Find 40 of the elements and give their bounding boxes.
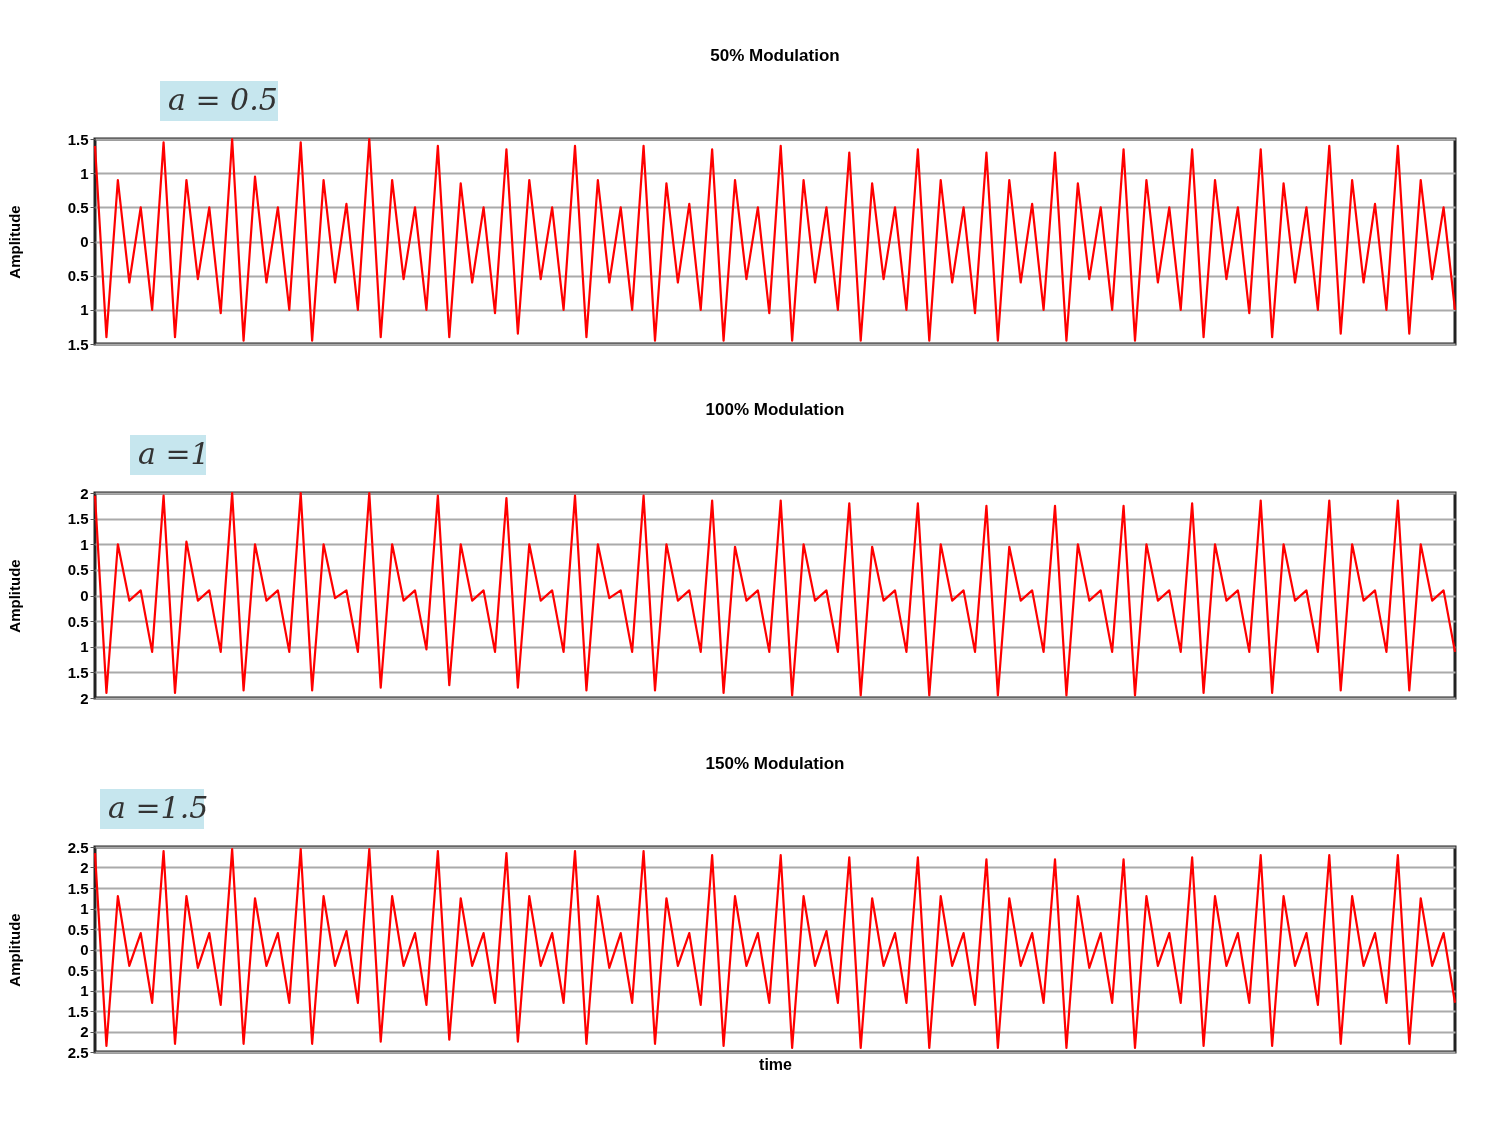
y-tick-label: 1 [80,900,89,917]
y-tick-label: 0 [80,941,89,958]
y-tick-label: 1.5 [67,510,89,528]
y-tick-label: 2 [80,689,89,707]
y-axis-title: Amplitude [5,913,23,987]
y-tick-label: 0.5 [67,612,89,630]
x-axis-title: time [759,1055,793,1073]
y-tick-label: 2.5 [67,1043,89,1061]
line-series [93,847,1457,1049]
y-tick-label: 2 [80,859,89,876]
y-tick-label: 2 [80,1023,89,1040]
y-tick-label: 0.5 [67,961,89,979]
y-tick-label: 1 [80,301,89,319]
chart-title: 50% Modulation [710,46,840,65]
y-tick-label: 0 [80,233,89,250]
chart-title: 150% Modulation [705,754,845,773]
text: a = 0.5 [168,82,278,117]
y-axis-title: Amplitude [5,205,23,279]
line-series [93,137,1457,342]
y-tick-label: 2.5 [67,838,89,856]
y-axis-title: Amplitude [5,559,23,633]
text: a =1 [138,436,210,471]
y-tick-label: 1 [80,638,89,656]
y-tick-label: 1.5 [67,335,89,353]
line-series [93,491,1457,697]
y-tick-label: 1 [80,164,89,182]
y-tick-label: 1.5 [67,1002,89,1020]
y-tick-label: 1 [80,535,89,553]
y-tick-label: 1.5 [67,130,89,148]
y-tick-label: 0 [80,587,89,604]
y-tick-label: 1.5 [67,879,89,897]
y-tick-label: 0.5 [67,267,89,285]
y-tick-label: 2 [80,484,89,502]
y-tick-label: 0.5 [67,561,89,579]
text: a =1.5 [108,790,209,825]
y-tick-label: 0.5 [67,198,89,216]
chart-title: 100% Modulation [705,400,845,419]
y-tick-label: 0.5 [67,920,89,938]
y-tick-label: 1.5 [67,663,89,681]
y-tick-label: 1 [80,982,89,999]
